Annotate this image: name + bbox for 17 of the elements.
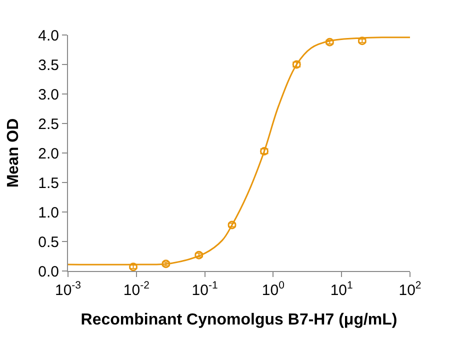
y-tick-label: 1.5 xyxy=(38,174,59,192)
x-tick-label: 10$^{0}$ xyxy=(262,280,285,299)
y-tick-label: 4.0 xyxy=(38,27,59,44)
y-tick-label: 0.0 xyxy=(38,263,59,280)
y-tick-label: 3.5 xyxy=(38,56,59,74)
y-tick-label: 2.5 xyxy=(38,116,59,133)
y-tick-label: 1.0 xyxy=(38,204,59,222)
y-tick-label: 3.0 xyxy=(38,86,59,104)
x-tick-label: 10$^{-2}$ xyxy=(123,280,150,299)
y-axis-title: Mean OD xyxy=(5,118,22,188)
x-tick-label: 10$^{2}$ xyxy=(398,280,422,299)
x-tick-label: 10$^{-1}$ xyxy=(192,280,218,299)
x-tick-label: 10$^{-3}$ xyxy=(54,280,82,299)
y-tick-label: 2.0 xyxy=(38,145,59,162)
x-axis-title: Recombinant Cynomolgus B7-H7 (μg/mL) xyxy=(80,312,398,329)
x-tick-label: 10$^{1}$ xyxy=(330,280,354,299)
y-tick-label: 0.5 xyxy=(38,234,59,251)
